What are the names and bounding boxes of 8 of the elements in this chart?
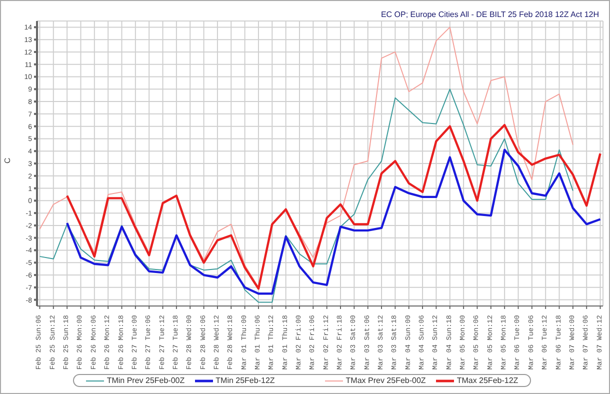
line-series: [66, 124, 602, 290]
legend-label: TMin Prev 25Feb-00Z: [106, 376, 185, 385]
legend-label: TMax 25Feb-12Z: [456, 376, 518, 385]
legend-label: TMax Prev 25Feb-00Z: [344, 376, 426, 385]
line-series: [66, 148, 602, 295]
y-axis-title: C: [2, 158, 12, 164]
legend-label: TMin 25Feb-12Z: [214, 376, 275, 385]
chart-title: EC OP; Europe Cities All - DE BILT 25 Feb 2018 12Z Act 12H: [380, 10, 599, 19]
